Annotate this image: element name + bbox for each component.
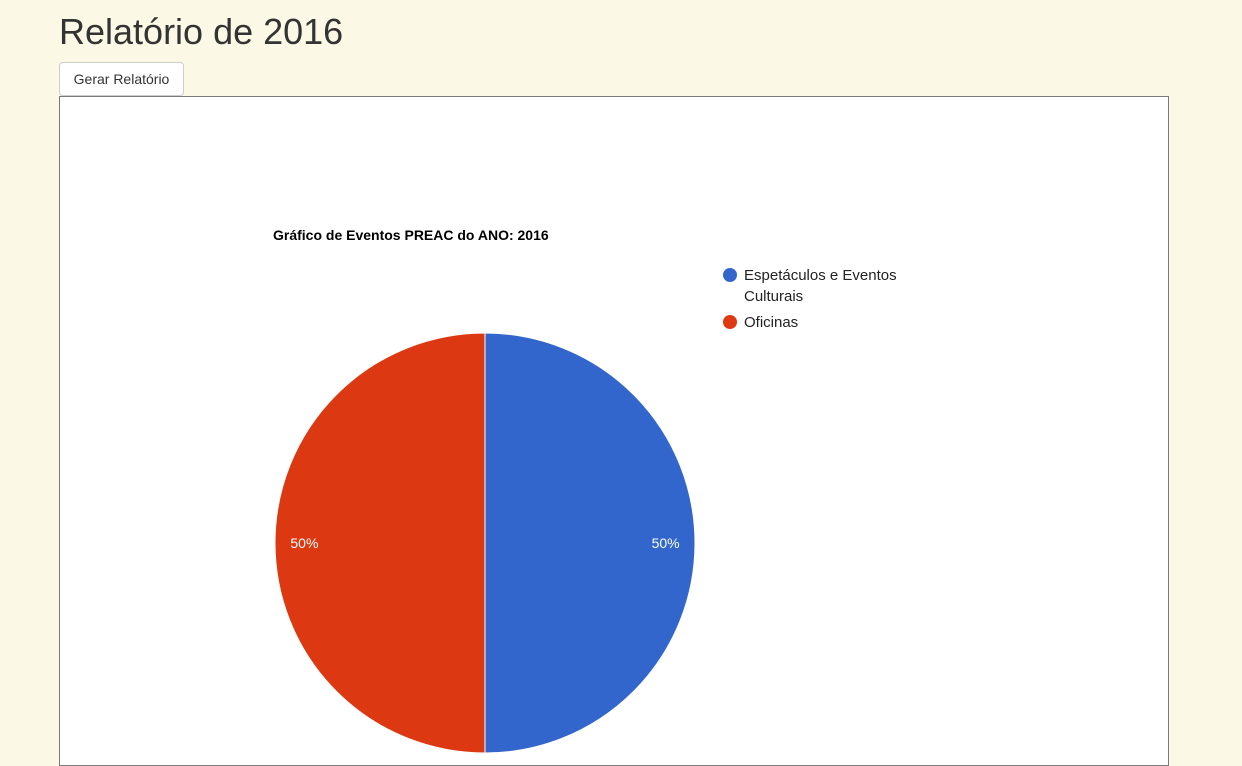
chart-panel: Gráfico de Eventos PREAC do ANO: 2016 50… xyxy=(59,96,1169,766)
legend-item[interactable]: Espetáculos e Eventos Culturais xyxy=(723,267,897,305)
pie-chart: Gráfico de Eventos PREAC do ANO: 2016 50… xyxy=(273,227,897,754)
legend-label: Oficinas xyxy=(744,314,798,331)
generate-report-button[interactable]: Gerar Relatório xyxy=(59,62,184,96)
pie-slice-espet-culos-e-eventos-culturais[interactable] xyxy=(484,332,696,754)
slice-labels: 50% 50% xyxy=(290,535,679,551)
chart-title: Gráfico de Eventos PREAC do ANO: 2016 xyxy=(273,227,549,243)
pie-slice-oficinas[interactable] xyxy=(274,332,486,754)
legend-swatch xyxy=(723,268,737,282)
legend-label: Espetáculos e Eventos Culturais xyxy=(744,267,897,305)
legend-swatch xyxy=(723,315,737,329)
slice-percent-label: 50% xyxy=(652,535,680,551)
legend-item[interactable]: Oficinas xyxy=(723,314,798,331)
pie-slices xyxy=(274,332,696,754)
slice-percent-label: 50% xyxy=(290,535,318,551)
page-title: Relatório de 2016 xyxy=(59,11,344,52)
chart-legend: Espetáculos e Eventos Culturais Oficinas xyxy=(723,267,897,331)
